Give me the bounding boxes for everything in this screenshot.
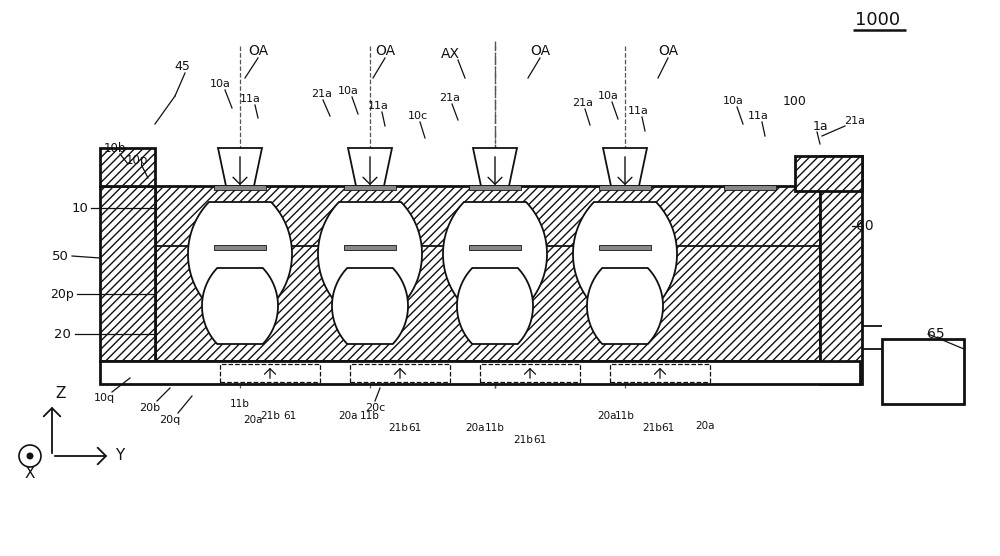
Text: 100: 100 [783, 95, 807, 107]
Bar [214, 245, 266, 250]
Polygon shape [202, 268, 278, 344]
Bar [724, 185, 776, 190]
Text: 1000: 1000 [855, 11, 901, 29]
Bar [820, 156, 862, 384]
Text: 65: 65 [927, 327, 945, 341]
Bar [100, 186, 155, 361]
Polygon shape [587, 268, 663, 344]
Text: 10a: 10a [338, 86, 358, 96]
Text: 61: 61 [283, 411, 297, 421]
Text: 20a: 20a [695, 421, 715, 431]
Polygon shape [348, 148, 392, 186]
Text: 21a: 21a [844, 116, 865, 126]
Bar [214, 185, 266, 190]
Text: X: X [25, 465, 35, 480]
Text: 20a: 20a [597, 411, 617, 421]
Text: 20: 20 [54, 327, 70, 340]
Bar [480, 364, 580, 382]
Bar [882, 339, 964, 404]
Polygon shape [603, 148, 647, 186]
Bar [599, 185, 651, 190]
Text: 11b: 11b [485, 423, 505, 433]
Bar [350, 364, 450, 382]
Text: 10c: 10c [408, 111, 428, 121]
Text: 61: 61 [533, 435, 547, 445]
Text: 11a: 11a [240, 94, 260, 104]
Bar [344, 245, 396, 250]
Text: OA: OA [375, 44, 395, 58]
Text: 10q: 10q [93, 393, 115, 403]
Text: 10p: 10p [126, 153, 148, 166]
Text: 20c: 20c [365, 403, 385, 413]
Polygon shape [218, 148, 262, 186]
Bar [469, 185, 521, 190]
Text: OA: OA [248, 44, 268, 58]
Text: 21b: 21b [260, 411, 280, 421]
Text: OA: OA [658, 44, 678, 58]
Text: 11b: 11b [360, 411, 380, 421]
Text: 61: 61 [661, 423, 675, 433]
Text: 11a: 11a [748, 111, 768, 121]
Text: 45: 45 [174, 59, 190, 72]
Text: 10a: 10a [598, 91, 618, 101]
Polygon shape [188, 202, 292, 306]
Text: 20p: 20p [50, 287, 74, 300]
Polygon shape [457, 268, 533, 344]
Text: 10a: 10a [723, 96, 743, 106]
Text: 20q: 20q [159, 415, 181, 425]
Bar [100, 361, 860, 384]
Text: 11a: 11a [368, 101, 388, 111]
Text: OA: OA [530, 44, 550, 58]
Text: Z: Z [55, 386, 65, 401]
Text: 60: 60 [856, 219, 874, 233]
Text: 10b: 10b [104, 141, 126, 155]
Polygon shape [573, 202, 677, 306]
Bar [100, 148, 155, 186]
Text: 61: 61 [408, 423, 422, 433]
Bar [220, 364, 320, 382]
Text: AX: AX [441, 47, 460, 61]
Text: 21b: 21b [642, 423, 662, 433]
Text: 21a: 21a [572, 98, 594, 108]
Text: 21b: 21b [388, 423, 408, 433]
Text: 20b: 20b [139, 403, 161, 413]
Bar [610, 364, 710, 382]
Bar [155, 186, 820, 361]
Text: 20a: 20a [465, 423, 485, 433]
Text: Y: Y [115, 449, 125, 464]
Text: 20a: 20a [243, 415, 263, 425]
Text: 11b: 11b [615, 411, 635, 421]
Text: 21a: 21a [440, 93, 460, 103]
Polygon shape [443, 202, 547, 306]
Text: 21a: 21a [312, 89, 333, 99]
Text: 1a: 1a [812, 120, 828, 132]
Bar [599, 245, 651, 250]
Text: 11b: 11b [230, 399, 250, 409]
Polygon shape [318, 202, 422, 306]
Bar [469, 245, 521, 250]
Text: 11a: 11a [628, 106, 648, 116]
Text: 50: 50 [52, 250, 68, 262]
Text: 10: 10 [72, 201, 88, 215]
Bar [344, 185, 396, 190]
Polygon shape [332, 268, 408, 344]
Text: 20a: 20a [338, 411, 358, 421]
Polygon shape [473, 148, 517, 186]
Text: 21b: 21b [513, 435, 533, 445]
Circle shape [27, 453, 33, 459]
Text: 10a: 10a [210, 79, 230, 89]
Bar [795, 156, 862, 191]
